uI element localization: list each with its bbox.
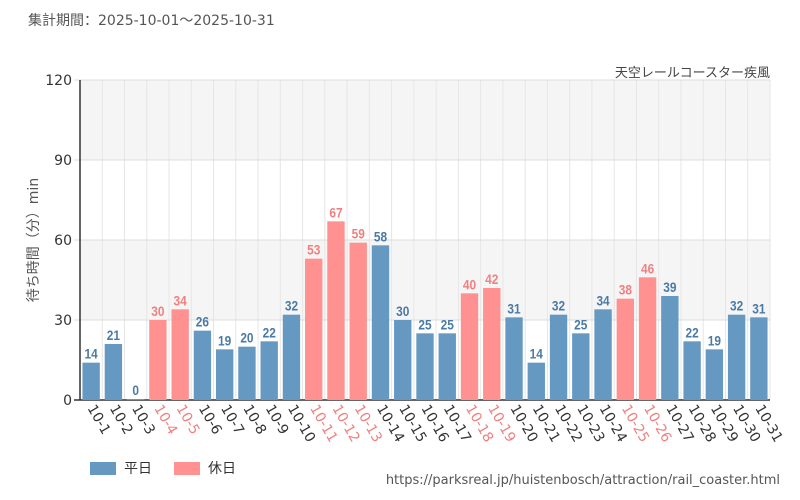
value-label: 32: [552, 298, 565, 314]
value-label: 26: [196, 314, 209, 330]
value-label: 39: [663, 279, 676, 295]
value-label: 38: [619, 282, 632, 298]
value-label: 19: [218, 332, 231, 348]
bar-10-3: [126, 399, 145, 400]
value-label: 67: [329, 204, 342, 220]
bar-chart: 03060901201410-12110-2010-33010-43410-52…: [45, 73, 785, 445]
bar-10-26: [638, 277, 657, 400]
y-tick-label: 120: [45, 73, 72, 89]
bar-10-31: [750, 317, 768, 400]
bar-10-1: [82, 362, 100, 400]
legend-label-holiday: 休日: [208, 461, 236, 477]
value-label: 59: [352, 226, 365, 242]
y-tick-label: 30: [54, 313, 72, 329]
value-label: 14: [530, 346, 544, 362]
bar-10-30: [727, 314, 746, 400]
value-label: 0: [132, 382, 139, 398]
bar-10-9: [260, 341, 278, 400]
bar-10-27: [661, 296, 679, 400]
attraction-name: 天空レールコースター疾風: [614, 66, 770, 81]
value-label: 22: [263, 324, 276, 340]
value-label: 34: [174, 292, 188, 308]
value-label: 21: [107, 327, 120, 343]
value-label: 25: [441, 316, 454, 332]
bar-10-19: [483, 288, 501, 400]
legend: 平日 休日: [90, 458, 236, 478]
bar-10-28: [683, 341, 701, 400]
bar-10-13: [349, 242, 367, 400]
bar-10-6: [193, 330, 212, 400]
bar-10-11: [305, 258, 323, 400]
y-axis-label: 待ち時間（分）min: [26, 177, 42, 303]
value-label: 58: [374, 228, 387, 244]
y-tick-label: 0: [63, 393, 72, 409]
legend-swatch-weekday: [90, 461, 116, 475]
value-label: 42: [485, 271, 498, 287]
y-tick-label: 90: [54, 153, 72, 169]
value-label: 14: [85, 346, 99, 362]
bar-10-12: [327, 221, 345, 400]
bar-10-22: [549, 314, 568, 400]
value-label: 22: [685, 324, 698, 340]
grid-band: [80, 80, 770, 160]
value-label: 31: [507, 300, 520, 316]
source-url[interactable]: https://parksreal.jp/huistenbosch/attrac…: [385, 473, 780, 488]
period-range: 2025-10-01～2025-10-31: [98, 13, 275, 29]
value-label: 34: [596, 292, 610, 308]
legend-item-weekday: 平日: [90, 458, 152, 478]
value-label: 40: [463, 276, 476, 292]
y-tick-label: 60: [54, 233, 72, 249]
value-label: 46: [641, 260, 654, 276]
bar-10-15: [394, 320, 412, 400]
period-caption: 集計期間：2025-10-01～2025-10-31: [28, 10, 275, 30]
value-label: 32: [285, 298, 298, 314]
bar-10-25: [616, 298, 635, 400]
bar-10-23: [572, 333, 590, 400]
bar-10-8: [238, 346, 256, 400]
value-label: 30: [396, 303, 409, 319]
legend-label-weekday: 平日: [124, 461, 152, 477]
value-label: 19: [708, 332, 721, 348]
legend-item-holiday: 休日: [174, 458, 236, 478]
value-label: 20: [240, 330, 253, 346]
bar-10-21: [527, 362, 545, 400]
value-label: 30: [151, 303, 164, 319]
bar-10-10: [282, 314, 301, 400]
bar-10-7: [215, 349, 234, 400]
bar-10-5: [171, 309, 189, 400]
legend-swatch-holiday: [174, 461, 200, 475]
bar-10-2: [104, 344, 123, 400]
value-label: 31: [752, 300, 765, 316]
value-label: 25: [574, 316, 587, 332]
bar-10-14: [371, 245, 390, 400]
period-label: 集計期間：: [28, 13, 98, 29]
bar-10-18: [460, 293, 479, 400]
bar-10-24: [594, 309, 612, 400]
bar-10-20: [505, 317, 523, 400]
value-label: 53: [307, 242, 320, 258]
bar-10-29: [705, 349, 724, 400]
value-label: 25: [418, 316, 431, 332]
value-label: 32: [730, 298, 743, 314]
bar-10-4: [149, 320, 167, 400]
bar-10-16: [416, 333, 434, 400]
bar-10-17: [438, 333, 456, 400]
